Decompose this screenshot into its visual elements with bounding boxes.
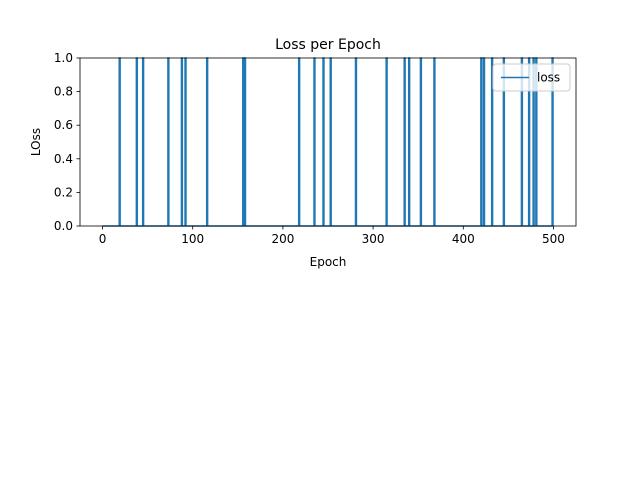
chart-title: Loss per Epoch: [275, 37, 381, 53]
y-tick-label: 0.6: [54, 118, 73, 132]
x-tick-label: 100: [181, 232, 204, 246]
legend-label-loss: loss: [537, 71, 560, 85]
y-tick-label: 1.0: [54, 51, 73, 65]
x-tick-label: 300: [362, 232, 385, 246]
x-tick-label: 400: [452, 232, 475, 246]
y-axis-ticks: 0.0 0.2 0.4 0.6 0.8 1.0: [54, 51, 80, 233]
x-tick-label: 500: [542, 232, 565, 246]
y-tick-label: 0.4: [54, 152, 73, 166]
x-axis-ticks: 0 100 200 300 400 500: [99, 226, 565, 246]
y-tick-label: 0.0: [54, 219, 73, 233]
y-axis-label: LOss: [29, 128, 43, 156]
y-tick-label: 0.2: [54, 185, 73, 199]
legend-box: [492, 63, 571, 92]
x-axis-label: Epoch: [310, 255, 347, 269]
y-tick-label: 0.8: [54, 85, 73, 99]
x-tick-label: 200: [271, 232, 294, 246]
axes-frame: [79, 57, 577, 227]
legend: loss: [492, 63, 571, 92]
plot-area: [79, 57, 577, 227]
x-tick-label: 0: [99, 232, 107, 246]
